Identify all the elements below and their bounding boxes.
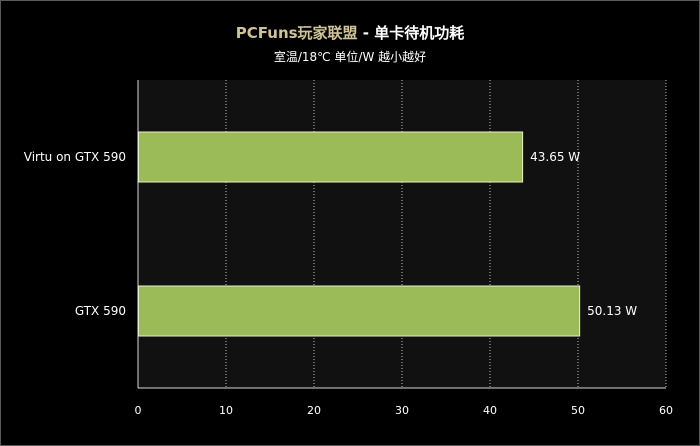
title-brand: PCFuns玩家联盟 [235,24,358,42]
category-label-2: GTX 590 [75,304,126,318]
x-tick-label-0: 0 [135,404,142,417]
x-tick-label-2: 20 [307,404,321,417]
x-tick-label-5: 50 [571,404,585,417]
category-label-1: Virtu on GTX 590 [24,150,126,164]
value-label-2: 50.13 W [587,304,637,318]
x-tick-label-1: 10 [219,404,233,417]
x-tick-label-3: 30 [395,404,409,417]
chart-subtitle: 室温/18℃ 单位/W 越小越好 [273,50,427,64]
title-text: - 单卡待机功耗 [357,24,465,42]
chart-title: PCFuns玩家联盟 - 单卡待机功耗 [0,22,700,43]
bar-1 [138,131,524,183]
x-tick-label-6: 60 [659,404,673,417]
value-label-1: 43.65 W [530,150,580,164]
x-tick-label-4: 40 [483,404,497,417]
bar-2 [138,285,581,337]
